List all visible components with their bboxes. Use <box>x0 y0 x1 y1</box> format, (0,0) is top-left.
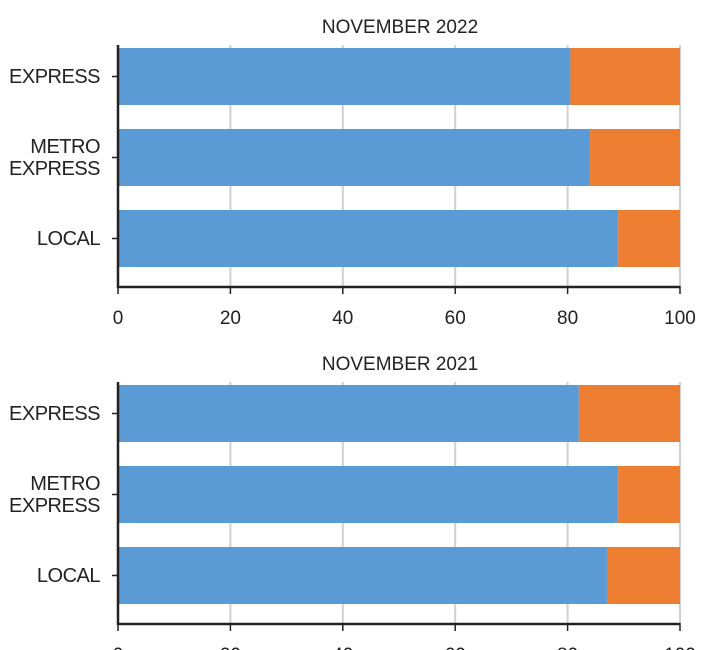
chart-title: NOVEMBER 2022 <box>322 17 478 38</box>
x-tick-label: 60 <box>445 308 466 329</box>
y-tick-label: EXPRESS <box>9 402 100 425</box>
x-tick-label: 40 <box>332 308 353 329</box>
x-tick-label: 0 <box>113 308 124 329</box>
x-tick-label: 20 <box>220 308 241 329</box>
x-tick-label: 40 <box>332 645 353 650</box>
x-tick-label: 80 <box>557 308 578 329</box>
bar-segment <box>118 48 571 105</box>
bar-segment <box>618 210 680 267</box>
x-tick-label: 0 <box>113 645 124 650</box>
y-tick-label: EXPRESS <box>9 65 100 88</box>
x-tick-label: 20 <box>220 645 241 650</box>
y-tick-label: METRO EXPRESS <box>9 135 100 180</box>
x-tick-label: 100 <box>664 308 696 329</box>
bar-segment <box>118 210 619 267</box>
x-tick-label: 100 <box>664 645 696 650</box>
bar-segment <box>606 547 680 604</box>
bar-segment <box>618 466 680 523</box>
bar-segment <box>578 385 680 442</box>
x-tick-label: 60 <box>445 645 466 650</box>
bar-segment <box>118 129 591 186</box>
x-tick-label: 80 <box>557 645 578 650</box>
bar-segment <box>570 48 680 105</box>
y-tick-label: LOCAL <box>36 564 101 587</box>
bar-segment <box>118 547 607 604</box>
bar-segment <box>118 385 579 442</box>
bar-segment <box>590 129 680 186</box>
chart-title: NOVEMBER 2021 <box>322 354 478 375</box>
bar-segment <box>118 466 619 523</box>
y-tick-label: METRO EXPRESS <box>9 472 100 517</box>
y-tick-label: LOCAL <box>36 227 101 250</box>
